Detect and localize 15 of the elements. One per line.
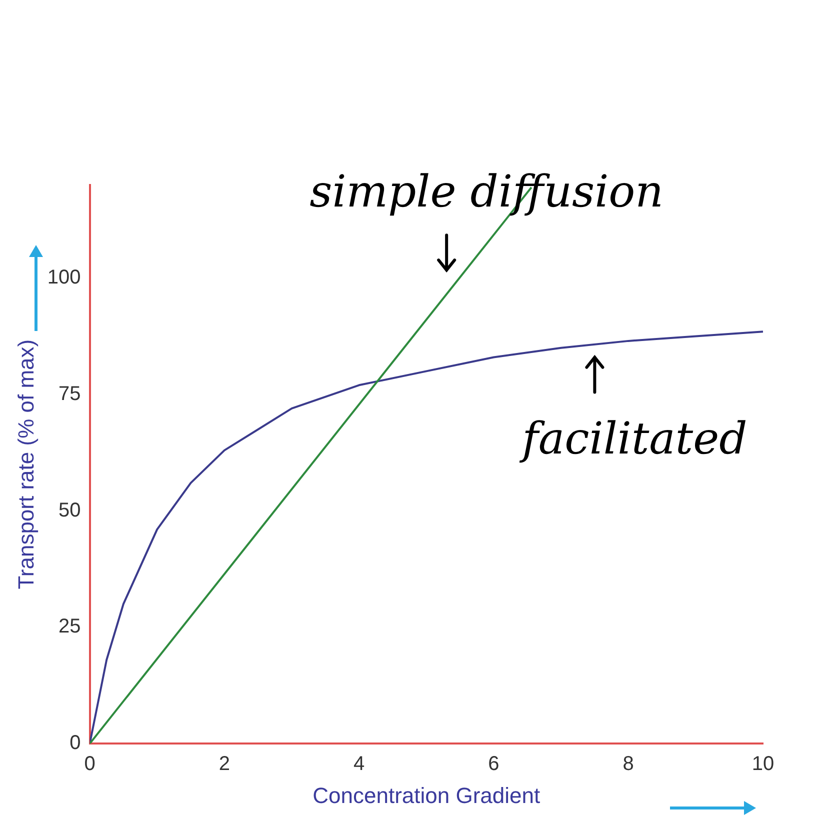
x-tick-label: 2 — [218, 753, 230, 776]
y-tick-label: 25 — [58, 616, 81, 638]
x-tick-label: 8 — [622, 753, 634, 776]
x-tick-label: 6 — [488, 753, 500, 776]
annotation: simple diffusion — [310, 166, 664, 218]
y-tick-label: 75 — [58, 382, 81, 405]
x-axis-title: Concentration Gradient — [312, 782, 540, 808]
y-tick-label: 0 — [70, 732, 81, 754]
annotation: facilitated — [519, 414, 748, 465]
y-tick-label: 50 — [58, 499, 81, 522]
x-tick-label: 4 — [354, 753, 365, 776]
x-tick-label: 10 — [752, 753, 774, 776]
x-tick-label: 0 — [84, 753, 96, 776]
y-tick-label: 100 — [47, 266, 81, 289]
y-axis-title: Transport rate (% of max) — [13, 339, 38, 590]
